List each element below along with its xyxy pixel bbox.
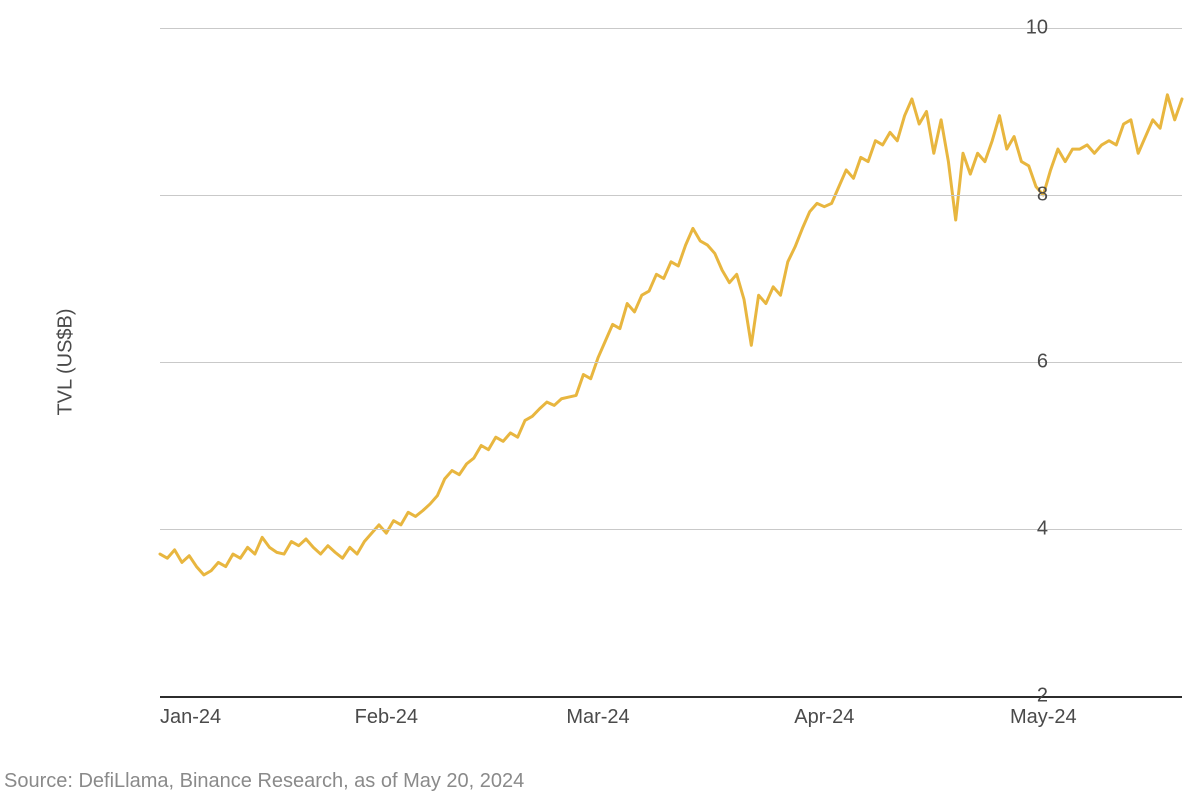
- source-note: Source: DefiLlama, Binance Research, as …: [4, 770, 524, 793]
- y-tick-label: 4: [0, 518, 1048, 541]
- tvl-line-series: [160, 95, 1182, 575]
- x-tick-label: Feb-24: [355, 706, 418, 729]
- x-tick-label: Jan-24: [160, 706, 221, 729]
- y-tick-label: 8: [0, 184, 1048, 207]
- y-tick-label: 6: [0, 351, 1048, 374]
- x-tick-label: Mar-24: [566, 706, 629, 729]
- x-tick-label: Apr-24: [794, 706, 854, 729]
- y-tick-label: 10: [0, 17, 1048, 40]
- x-tick-label: May-24: [1010, 706, 1077, 729]
- y-tick-label: 2: [0, 685, 1048, 708]
- chart-container: TVL (US$B) 246810 Jan-24Feb-24Mar-24Apr-…: [0, 0, 1194, 800]
